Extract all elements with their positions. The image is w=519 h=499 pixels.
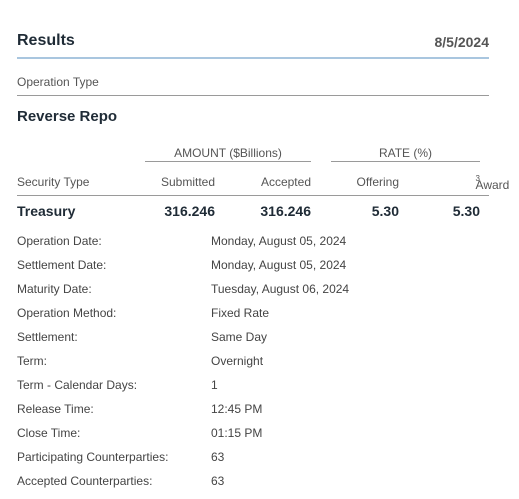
results-title: Results xyxy=(17,32,75,49)
column-header-award-label: Award xyxy=(475,178,510,192)
row-award-rate: 5.30 xyxy=(452,203,480,219)
detail-label: Release Time: xyxy=(17,402,94,416)
row-security-type: Treasury xyxy=(17,203,76,219)
detail-label: Maturity Date: xyxy=(17,282,92,296)
detail-row-participating-counterparties: Participating Counterparties: 63 xyxy=(17,448,489,472)
detail-value: Fixed Rate xyxy=(211,306,270,320)
detail-row-close-time: Close Time: 01:15 PM xyxy=(17,424,489,448)
detail-value: 63 xyxy=(211,474,225,488)
detail-row-operation-method: Operation Method: Fixed Rate xyxy=(17,304,489,328)
detail-value: Tuesday, August 06, 2024 xyxy=(211,282,350,296)
rate-group-header: RATE (%) xyxy=(331,146,480,162)
detail-label: Operation Date: xyxy=(17,234,102,248)
detail-row-maturity-date: Maturity Date: Tuesday, August 06, 2024 xyxy=(17,280,489,304)
detail-row-operation-date: Operation Date: Monday, August 05, 2024 xyxy=(17,232,489,256)
award-footnote-link[interactable]: 3 xyxy=(475,174,480,183)
column-header-offering: Offering xyxy=(356,175,399,189)
column-header-accepted: Accepted xyxy=(260,175,311,189)
detail-value: 12:45 PM xyxy=(211,402,263,416)
operation-type-label: Operation Type xyxy=(17,75,99,89)
table-column-headers: Security Type Submitted Accepted Offerin… xyxy=(17,172,510,196)
row-offering-rate: 5.30 xyxy=(371,203,399,219)
detail-value: 1 xyxy=(211,378,218,392)
detail-row-term-calendar-days: Term - Calendar Days: 1 xyxy=(17,376,489,400)
column-header-security-type: Security Type xyxy=(17,175,90,189)
table-row: Treasury 316.246 316.246 5.30 5.30 xyxy=(17,203,489,223)
detail-row-settlement: Settlement: Same Day xyxy=(17,328,489,352)
detail-label: Term: xyxy=(17,354,47,368)
results-date: 8/5/2024 xyxy=(434,34,490,50)
operation-details: Operation Date: Monday, August 05, 2024 … xyxy=(17,232,489,496)
column-header-award: Award 3 xyxy=(475,174,510,192)
detail-row-term: Term: Overnight xyxy=(17,352,489,376)
detail-value: 63 xyxy=(211,450,225,464)
detail-value: 01:15 PM xyxy=(211,426,263,440)
detail-value: Same Day xyxy=(211,330,268,344)
operation-name: Reverse Repo xyxy=(17,108,118,125)
detail-label: Participating Counterparties: xyxy=(17,450,169,464)
row-accepted-amount: 316.246 xyxy=(260,203,311,219)
detail-label: Close Time: xyxy=(17,426,81,440)
operation-type-row: Operation Type xyxy=(17,72,489,96)
detail-value: Overnight xyxy=(211,354,264,368)
detail-label: Settlement: xyxy=(17,330,78,344)
detail-row-accepted-counterparties: Accepted Counterparties: 63 xyxy=(17,472,489,496)
detail-row-release-time: Release Time: 12:45 PM xyxy=(17,400,489,424)
column-header-submitted: Submitted xyxy=(160,175,215,189)
detail-row-settlement-date: Settlement Date: Monday, August 05, 2024 xyxy=(17,256,489,280)
results-header: Results 8/5/2024 xyxy=(17,30,489,59)
detail-label: Term - Calendar Days: xyxy=(17,378,138,392)
detail-value: Monday, August 05, 2024 xyxy=(211,234,347,248)
detail-value: Monday, August 05, 2024 xyxy=(211,258,347,272)
row-submitted-amount: 316.246 xyxy=(164,203,215,219)
detail-label: Settlement Date: xyxy=(17,258,107,272)
amount-group-header: AMOUNT ($Billions) xyxy=(145,146,311,162)
detail-label: Accepted Counterparties: xyxy=(17,474,153,488)
detail-label: Operation Method: xyxy=(17,306,117,320)
